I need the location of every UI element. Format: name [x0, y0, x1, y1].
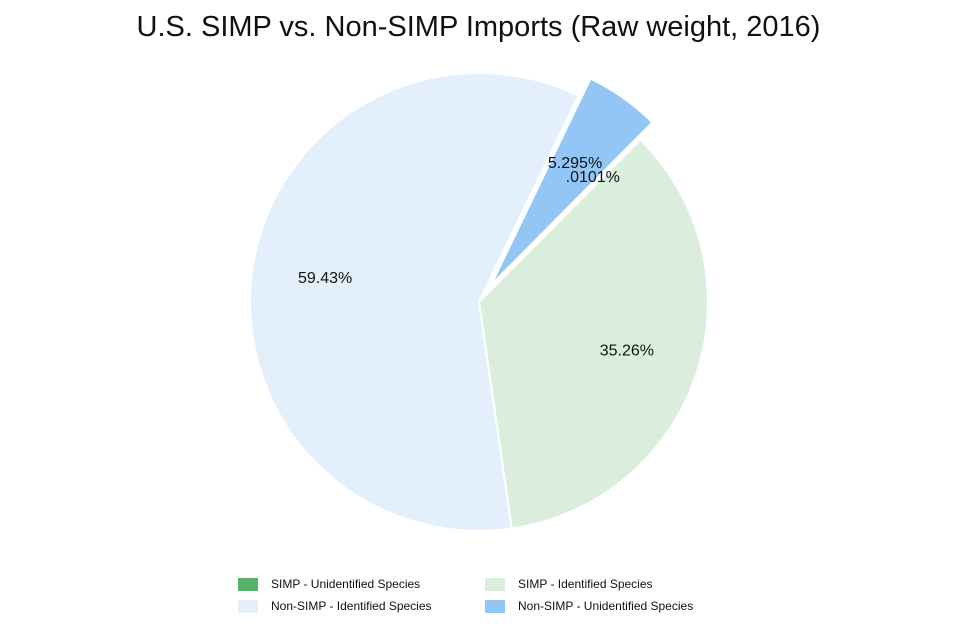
pie-slices: [249, 72, 709, 532]
pie-slice: [249, 72, 580, 532]
slice-label: .0101%: [566, 169, 620, 186]
legend-label: Non-SIMP - Identified Species: [271, 599, 432, 613]
legend-swatch: [238, 577, 258, 591]
slice-label: 5.295%: [548, 155, 602, 172]
pie-slice: [490, 77, 654, 286]
legend-label: SIMP - Unidentified Species: [271, 577, 421, 591]
legend-item: Non-SIMP - Unidentified Species: [485, 597, 693, 615]
legend-swatch: [485, 599, 505, 613]
legend-label: SIMP - Identified Species: [518, 577, 653, 591]
legend-item: Non-SIMP - Identified Species: [238, 597, 432, 615]
slice-label: 59.43%: [298, 270, 352, 287]
pie-slice: [477, 138, 709, 530]
legend-item: SIMP - Unidentified Species: [238, 575, 420, 593]
chart-legend: SIMP - Unidentified Species SIMP - Ident…: [238, 575, 758, 619]
chart-title: U.S. SIMP vs. Non-SIMP Imports (Raw weig…: [136, 11, 821, 43]
slice-label: 35.26%: [600, 342, 654, 359]
legend-label: Non-SIMP - Unidentified Species: [518, 599, 694, 613]
pie-labels: .0101% 35.26% 59.43% 5.295%: [298, 155, 654, 359]
legend-swatch: [485, 577, 505, 591]
legend-item: SIMP - Identified Species: [485, 575, 653, 593]
legend-swatch: [238, 599, 258, 613]
